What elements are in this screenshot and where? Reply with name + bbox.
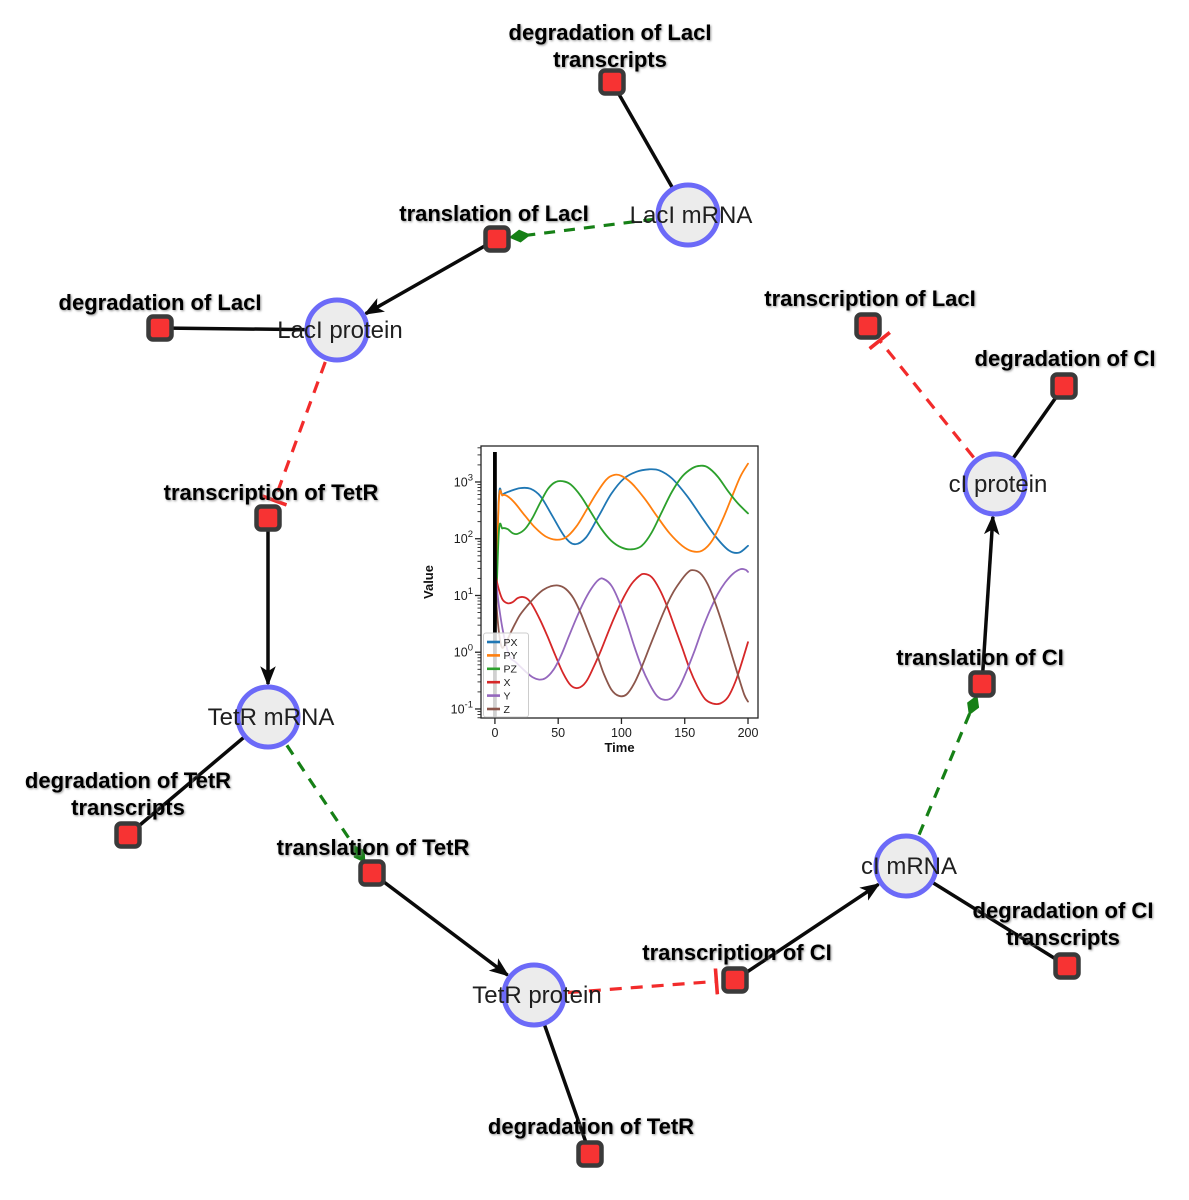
inset-chart: 0 50 100 150 20010310210110010-1TimeValuePXP… [421,445,759,755]
labels-layer: degradation of LacI transcripts translatio… [25,20,1156,1139]
species-label-laci_mrna: LacI mRNA [630,202,753,229]
reaction-node-translation_tetr[interactable] [358,859,386,887]
y-tick-label: 100 [454,643,473,660]
reaction-node-deg_tetr[interactable] [576,1140,604,1168]
edge-translation_tetr-tetr_protein [370,871,510,977]
species-node-tetr_mrna[interactable] [235,684,301,750]
y-tick-label: 103 [454,472,473,489]
reaction-node-transcription_laci[interactable] [854,312,882,340]
reaction-label-deg_tetr_tx: degradation of TetR transcripts [25,768,231,820]
y-tick-label: 102 [454,529,473,546]
species-node-laci_protein[interactable] [304,297,370,363]
edge-translation_laci-laci_protein [363,237,498,316]
species-node-ci_mrna[interactable] [873,833,939,899]
chart-series-PZ [494,464,749,654]
legend-label-PY: PY [504,650,518,662]
chart-xlabel: Time [604,740,634,755]
legend-label-Z: Z [504,704,511,716]
x-tick-label: 100 [611,726,632,740]
species-label-ci_mrna: cI mRNA [861,853,957,880]
chart-series-Z [494,569,749,703]
reaction-label-transcription_tetr: transcription of TetR [164,480,379,505]
reaction-node-deg_tetr_tx[interactable] [114,821,142,849]
edge-laci_protein-transcription_tetr [261,361,327,507]
species-node-tetr_protein[interactable] [501,962,567,1028]
edge-ci_mrna-translation_ci [917,695,980,836]
edge-tetr_protein-transcription_ci [567,968,720,995]
species-node-laci_mrna[interactable] [655,182,721,248]
nodes-layer [114,68,1081,1168]
reaction-label-translation_ci: translation of CI [896,645,1063,670]
species-node-ci_protein[interactable] [962,451,1028,517]
reaction-node-deg_ci[interactable] [1050,372,1078,400]
species-label-ci_protein: cI protein [949,471,1048,498]
chart-plot-area [493,452,749,718]
reaction-label-deg_ci: degradation of CI [975,346,1156,371]
reaction-label-deg_laci: degradation of LacI [59,290,262,315]
chart-series-PX [494,468,749,636]
x-tick-label: 200 [738,726,759,740]
reaction-label-transcription_laci: transcription of LacI [764,286,975,311]
chart-series-PY [494,462,749,644]
reaction-node-deg_laci[interactable] [146,314,174,342]
reaction-node-translation_ci[interactable] [968,670,996,698]
reaction-node-transcription_ci[interactable] [721,966,749,994]
edge-ci_protein-transcription_laci [868,331,975,459]
edge-translation_ci-ci_protein [980,514,1000,685]
reaction-node-translation_laci[interactable] [483,225,511,253]
edge-transcription_ci-ci_mrna [734,882,881,982]
reaction-label-translation_tetr: translation of TetR [277,835,470,860]
legend-label-X: X [504,677,511,689]
reaction-label-transcription_ci: transcription of CI [642,940,831,965]
reaction-label-translation_laci: translation of LacI [399,201,588,226]
legend-label-PZ: PZ [504,664,518,676]
species-label-laci_protein: LacI protein [277,317,402,344]
reaction-node-transcription_tetr[interactable] [254,504,282,532]
x-tick-label: 0 [491,726,498,740]
y-tick-label: 10-1 [451,699,473,716]
reaction-label-deg_ci_tx: degradation of CI transcripts [973,898,1154,950]
reaction-label-deg_tetr: degradation of TetR [488,1114,694,1139]
edge-tetr_mrna-translation_tetr [285,744,366,863]
species-label-tetr_mrna: TetR mRNA [208,704,335,731]
reaction-label-deg_laci_tx: degradation of LacI transcripts [509,20,712,72]
chart-series-X [494,572,749,706]
reaction-node-deg_ci_tx[interactable] [1053,952,1081,980]
chart-frame [480,445,759,719]
chart-ylabel: Value [421,565,436,599]
legend-label-Y: Y [504,690,511,702]
species-label-tetr_protein: TetR protein [472,982,601,1009]
x-tick-label: 50 [551,726,565,740]
legend-label-PX: PX [504,637,518,649]
edge-laci_mrna-translation_laci [508,217,655,243]
reaction-node-deg_laci_tx[interactable] [598,68,626,96]
y-tick-label: 101 [454,586,473,603]
x-tick-label: 150 [674,726,695,740]
